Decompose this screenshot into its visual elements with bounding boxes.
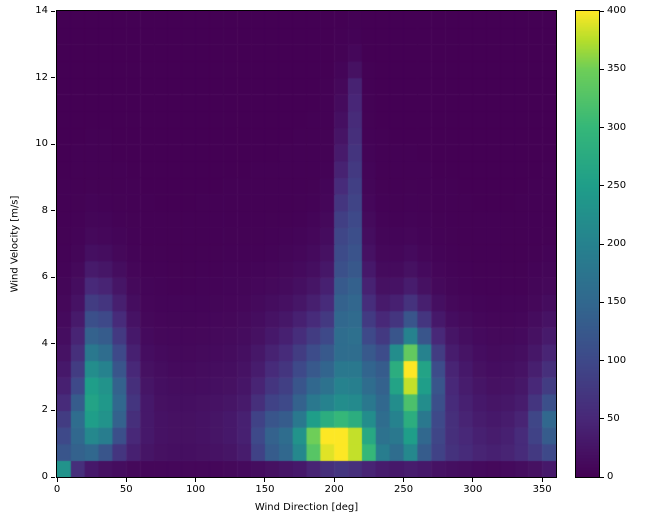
colorbar-tick-label: 400 [607,5,627,16]
y-tick-label: 4 [41,337,48,349]
x-tick [195,478,197,482]
x-tick-label: 250 [393,484,414,495]
colorbar-tick [600,301,604,303]
colorbar-tick [600,127,604,128]
x-tick-label: 150 [255,484,275,495]
y-tick-label: 12 [35,71,48,83]
y-axis-label: Wind Velocity [m/s] [9,195,21,293]
y-tick [51,409,55,411]
x-tick [472,478,474,482]
colorbar-tick-label: 350 [607,63,627,75]
colorbar [576,11,599,477]
y-tick [51,143,55,145]
y-tick-label: 10 [35,138,48,150]
x-tick-label: 0 [53,484,61,495]
x-tick [125,478,127,482]
x-tick [264,478,266,482]
colorbar-tick [600,243,604,245]
x-tick-label: 300 [463,484,483,495]
x-axis-label: Wind Direction [deg] [254,502,359,513]
y-tick-label: 0 [41,471,48,482]
colorbar-tick [600,10,604,12]
y-tick-label: 2 [41,404,48,416]
colorbar-tick-label: 0 [607,471,614,482]
y-tick [51,10,55,12]
y-tick-label: 8 [41,204,48,216]
colorbar-tick [600,476,604,478]
y-tick [51,343,55,345]
colorbar-tick-label: 300 [607,121,627,133]
heatmap-plot [57,11,556,477]
y-tick [51,210,55,212]
x-tick [541,478,543,482]
colorbar-tick [600,418,604,420]
colorbar-tick [600,360,604,361]
x-tick-label: 100 [186,484,206,495]
colorbar-tick-label: 250 [607,179,627,191]
colorbar-tick-label: 100 [607,354,627,366]
y-tick-label: 6 [41,271,48,283]
x-tick-label: 200 [324,484,344,495]
y-tick [51,476,55,478]
x-tick [333,478,335,482]
y-tick-label: 14 [35,5,48,16]
colorbar-tick [600,185,604,187]
colorbar-tick-label: 50 [607,412,620,424]
x-tick [403,478,405,482]
x-tick-label: 50 [119,484,133,495]
y-tick [51,77,55,79]
x-tick-label: 350 [532,484,552,495]
x-tick [56,478,58,482]
colorbar-tick-label: 200 [607,238,627,249]
colorbar-tick-label: 150 [607,296,627,308]
colorbar-tick [600,68,604,70]
y-tick [51,276,55,278]
